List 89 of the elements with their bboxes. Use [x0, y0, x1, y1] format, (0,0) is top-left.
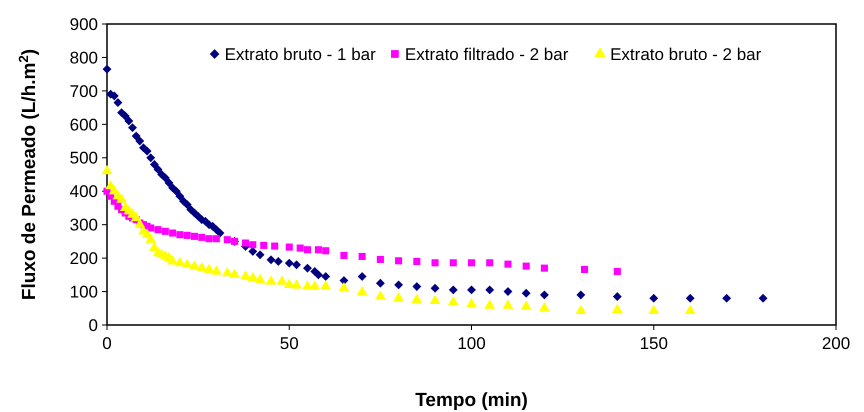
point [340, 252, 348, 259]
point [147, 224, 154, 232]
point [648, 304, 660, 314]
point [271, 242, 278, 250]
point [376, 256, 384, 263]
point [296, 244, 304, 252]
point [539, 302, 550, 312]
y-tick-label: 900 [70, 14, 98, 34]
point [522, 262, 530, 270]
y-tick-label: 600 [70, 115, 98, 134]
x-tick-label: 0 [102, 334, 112, 353]
legend-label: Extrato bruto - 1 bar [224, 45, 376, 64]
point [375, 290, 386, 300]
x-tick-label: 150 [640, 334, 668, 353]
point [448, 296, 459, 306]
point [224, 236, 231, 244]
point [260, 242, 268, 249]
x-tick-label: 200 [822, 334, 850, 353]
point [338, 282, 350, 292]
point [450, 259, 457, 266]
point [184, 232, 191, 239]
point [320, 280, 332, 290]
point [169, 229, 176, 237]
point [304, 246, 312, 254]
point [432, 259, 439, 266]
point [154, 226, 162, 234]
point [395, 257, 402, 264]
y-tick-label: 0 [88, 316, 98, 335]
point [242, 240, 250, 247]
point [580, 266, 588, 274]
point [284, 278, 295, 288]
point [466, 298, 477, 308]
point [612, 304, 623, 314]
point [614, 268, 621, 276]
legend-label: Extrato bruto - 2 bar [610, 45, 762, 64]
point [196, 262, 208, 272]
x-tick-label: 100 [457, 334, 486, 353]
point [504, 260, 512, 268]
point [520, 300, 532, 310]
point [167, 255, 178, 265]
y-tick-label: 400 [70, 182, 98, 202]
point [468, 259, 476, 266]
point [240, 270, 251, 280]
point [393, 292, 404, 302]
point [502, 299, 514, 309]
point [484, 299, 496, 309]
y-tick-label: 300 [70, 216, 98, 235]
point [212, 235, 220, 242]
point [190, 232, 198, 240]
point [356, 286, 368, 296]
legend-label: Extrato filtrado - 2 bar [404, 45, 569, 64]
point [486, 259, 494, 266]
point [206, 235, 213, 242]
point [266, 275, 276, 285]
point [358, 252, 366, 260]
point [276, 275, 288, 285]
y-tick-label: 500 [70, 148, 98, 168]
point [174, 256, 186, 266]
point [198, 234, 206, 241]
point [145, 234, 156, 243]
point [286, 244, 293, 251]
point [413, 258, 420, 265]
y-tick-label: 200 [70, 249, 98, 268]
point [222, 266, 233, 276]
point [204, 264, 214, 273]
x-axis-title: Tempo (min) [415, 390, 528, 411]
point [540, 264, 548, 272]
point [130, 212, 142, 222]
point [229, 268, 240, 278]
point [210, 265, 222, 275]
point [411, 294, 422, 304]
point [176, 231, 184, 238]
point [182, 258, 193, 268]
point [575, 304, 586, 314]
point [291, 279, 302, 289]
point [322, 247, 330, 254]
y-tick-label: 800 [70, 48, 98, 68]
point [430, 294, 440, 304]
point [254, 274, 266, 283]
point [247, 272, 258, 282]
point [249, 241, 256, 248]
point [314, 246, 322, 254]
point [684, 304, 696, 314]
point [309, 280, 320, 290]
point [189, 260, 200, 270]
y-tick-label: 100 [70, 282, 98, 302]
x-tick-label: 50 [280, 334, 299, 353]
point [162, 228, 169, 235]
y-tick-label: 700 [70, 82, 98, 101]
